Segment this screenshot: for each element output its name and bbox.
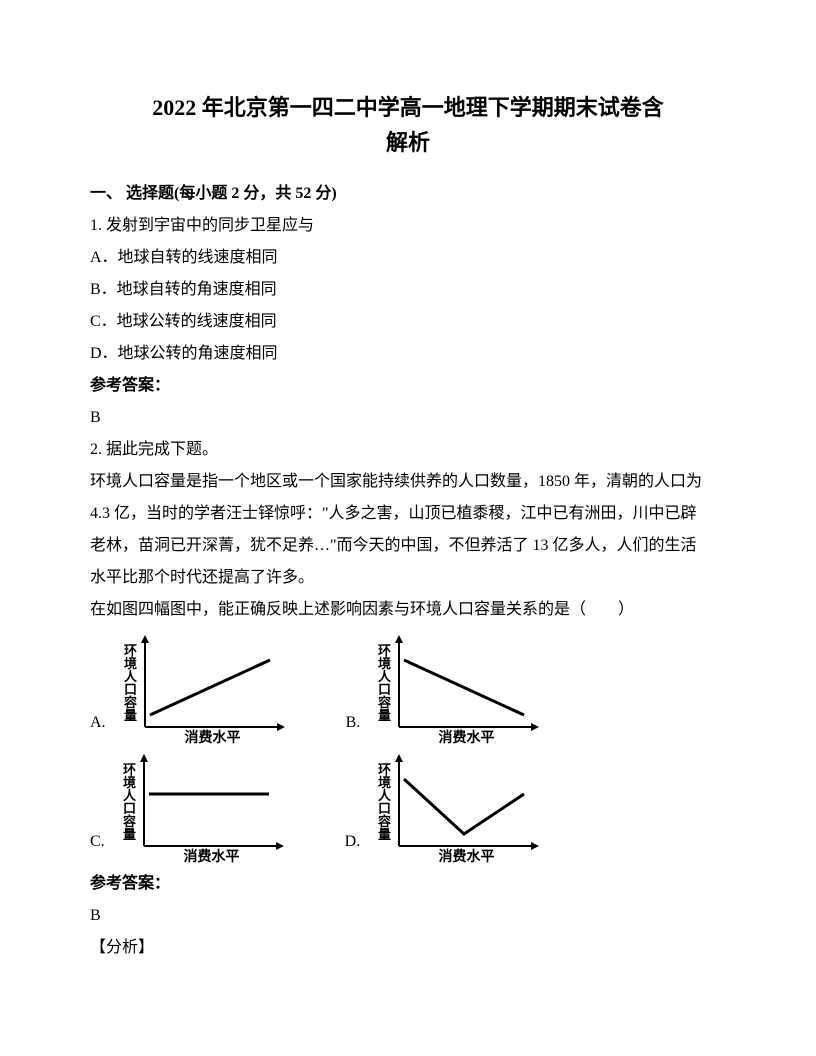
title-line-1: 2022 年北京第一四二中学高一地理下学期期末试卷含 [152,95,664,120]
chart-a-wrap: A. 环境人口容量 消费水平 [90,630,290,745]
svg-text:消费水平: 消费水平 [439,729,495,745]
chart-b: 环境人口容量 消费水平 [364,630,544,745]
chart-c-wrap: C. 环境人口容量 消费水平 [90,749,289,864]
q2-stem: 2. 据此完成下题。 [90,434,726,466]
q2-body-5: 在如图四幅图中，能正确反映上述影响因素与环境人口容量关系的是（ ） [90,594,726,626]
q1-stem: 1. 发射到宇宙中的同步卫星应与 [90,210,726,242]
svg-text:环境人口容量: 环境人口容量 [122,762,137,842]
svg-text:消费水平: 消费水平 [184,729,240,745]
charts-row-1: A. 环境人口容量 消费水平 B. 环境人口容量 消费水平 [90,630,726,745]
chart-c: 环境人口容量 消费水平 [109,749,289,864]
q1-option-b: B．地球自转的角速度相同 [90,274,726,306]
q2-body-1: 环境人口容量是指一个地区或一个国家能持续供养的人口数量，1850 年，清朝的人口… [90,466,726,498]
chart-d-wrap: D. 环境人口容量 消费水平 [345,749,545,864]
document-title: 2022 年北京第一四二中学高一地理下学期期末试卷含 解析 [90,90,726,160]
document-page: 2022 年北京第一四二中学高一地理下学期期末试卷含 解析 一、 选择题(每小题… [0,0,816,1056]
q1-answer: B [90,402,726,434]
svg-text:环境人口容量: 环境人口容量 [377,643,392,723]
title-line-2: 解析 [386,130,430,155]
q1-option-a: A．地球自转的线速度相同 [90,242,726,274]
svg-text:消费水平: 消费水平 [439,848,495,864]
q2-answer: B [90,900,726,932]
q1-option-c: C．地球公转的线速度相同 [90,306,726,338]
chart-c-label: C. [90,826,105,858]
chart-a-label: A. [90,707,106,739]
q2-answer-heading: 参考答案： [90,868,726,900]
svg-text:环境人口容量: 环境人口容量 [123,643,138,723]
chart-b-label: B. [346,707,361,739]
svg-text:消费水平: 消费水平 [183,848,239,864]
svg-text:环境人口容量: 环境人口容量 [377,762,392,842]
q2-body-4: 水平比那个时代还提高了许多。 [90,562,726,594]
chart-d: 环境人口容量 消费水平 [364,749,544,864]
chart-d-label: D. [345,826,361,858]
q2-body-3: 老林，苗洞已开深菁，犹不足养…"而今天的中国，不但养活了 13 亿多人，人们的生… [90,530,726,562]
charts-row-2: C. 环境人口容量 消费水平 D. 环境人口容量 消费水平 [90,749,726,864]
chart-b-wrap: B. 环境人口容量 消费水平 [346,630,545,745]
q1-option-d: D．地球公转的角速度相同 [90,338,726,370]
q2-analysis-heading: 【分析】 [90,932,726,964]
chart-a: 环境人口容量 消费水平 [110,630,290,745]
q2-body-2: 4.3 亿，当时的学者汪士铎惊呼："人多之害，山顶已植黍稷，江中已有洲田，川中已… [90,498,726,530]
section-heading: 一、 选择题(每小题 2 分，共 52 分) [90,178,726,210]
q1-answer-heading: 参考答案： [90,370,726,402]
